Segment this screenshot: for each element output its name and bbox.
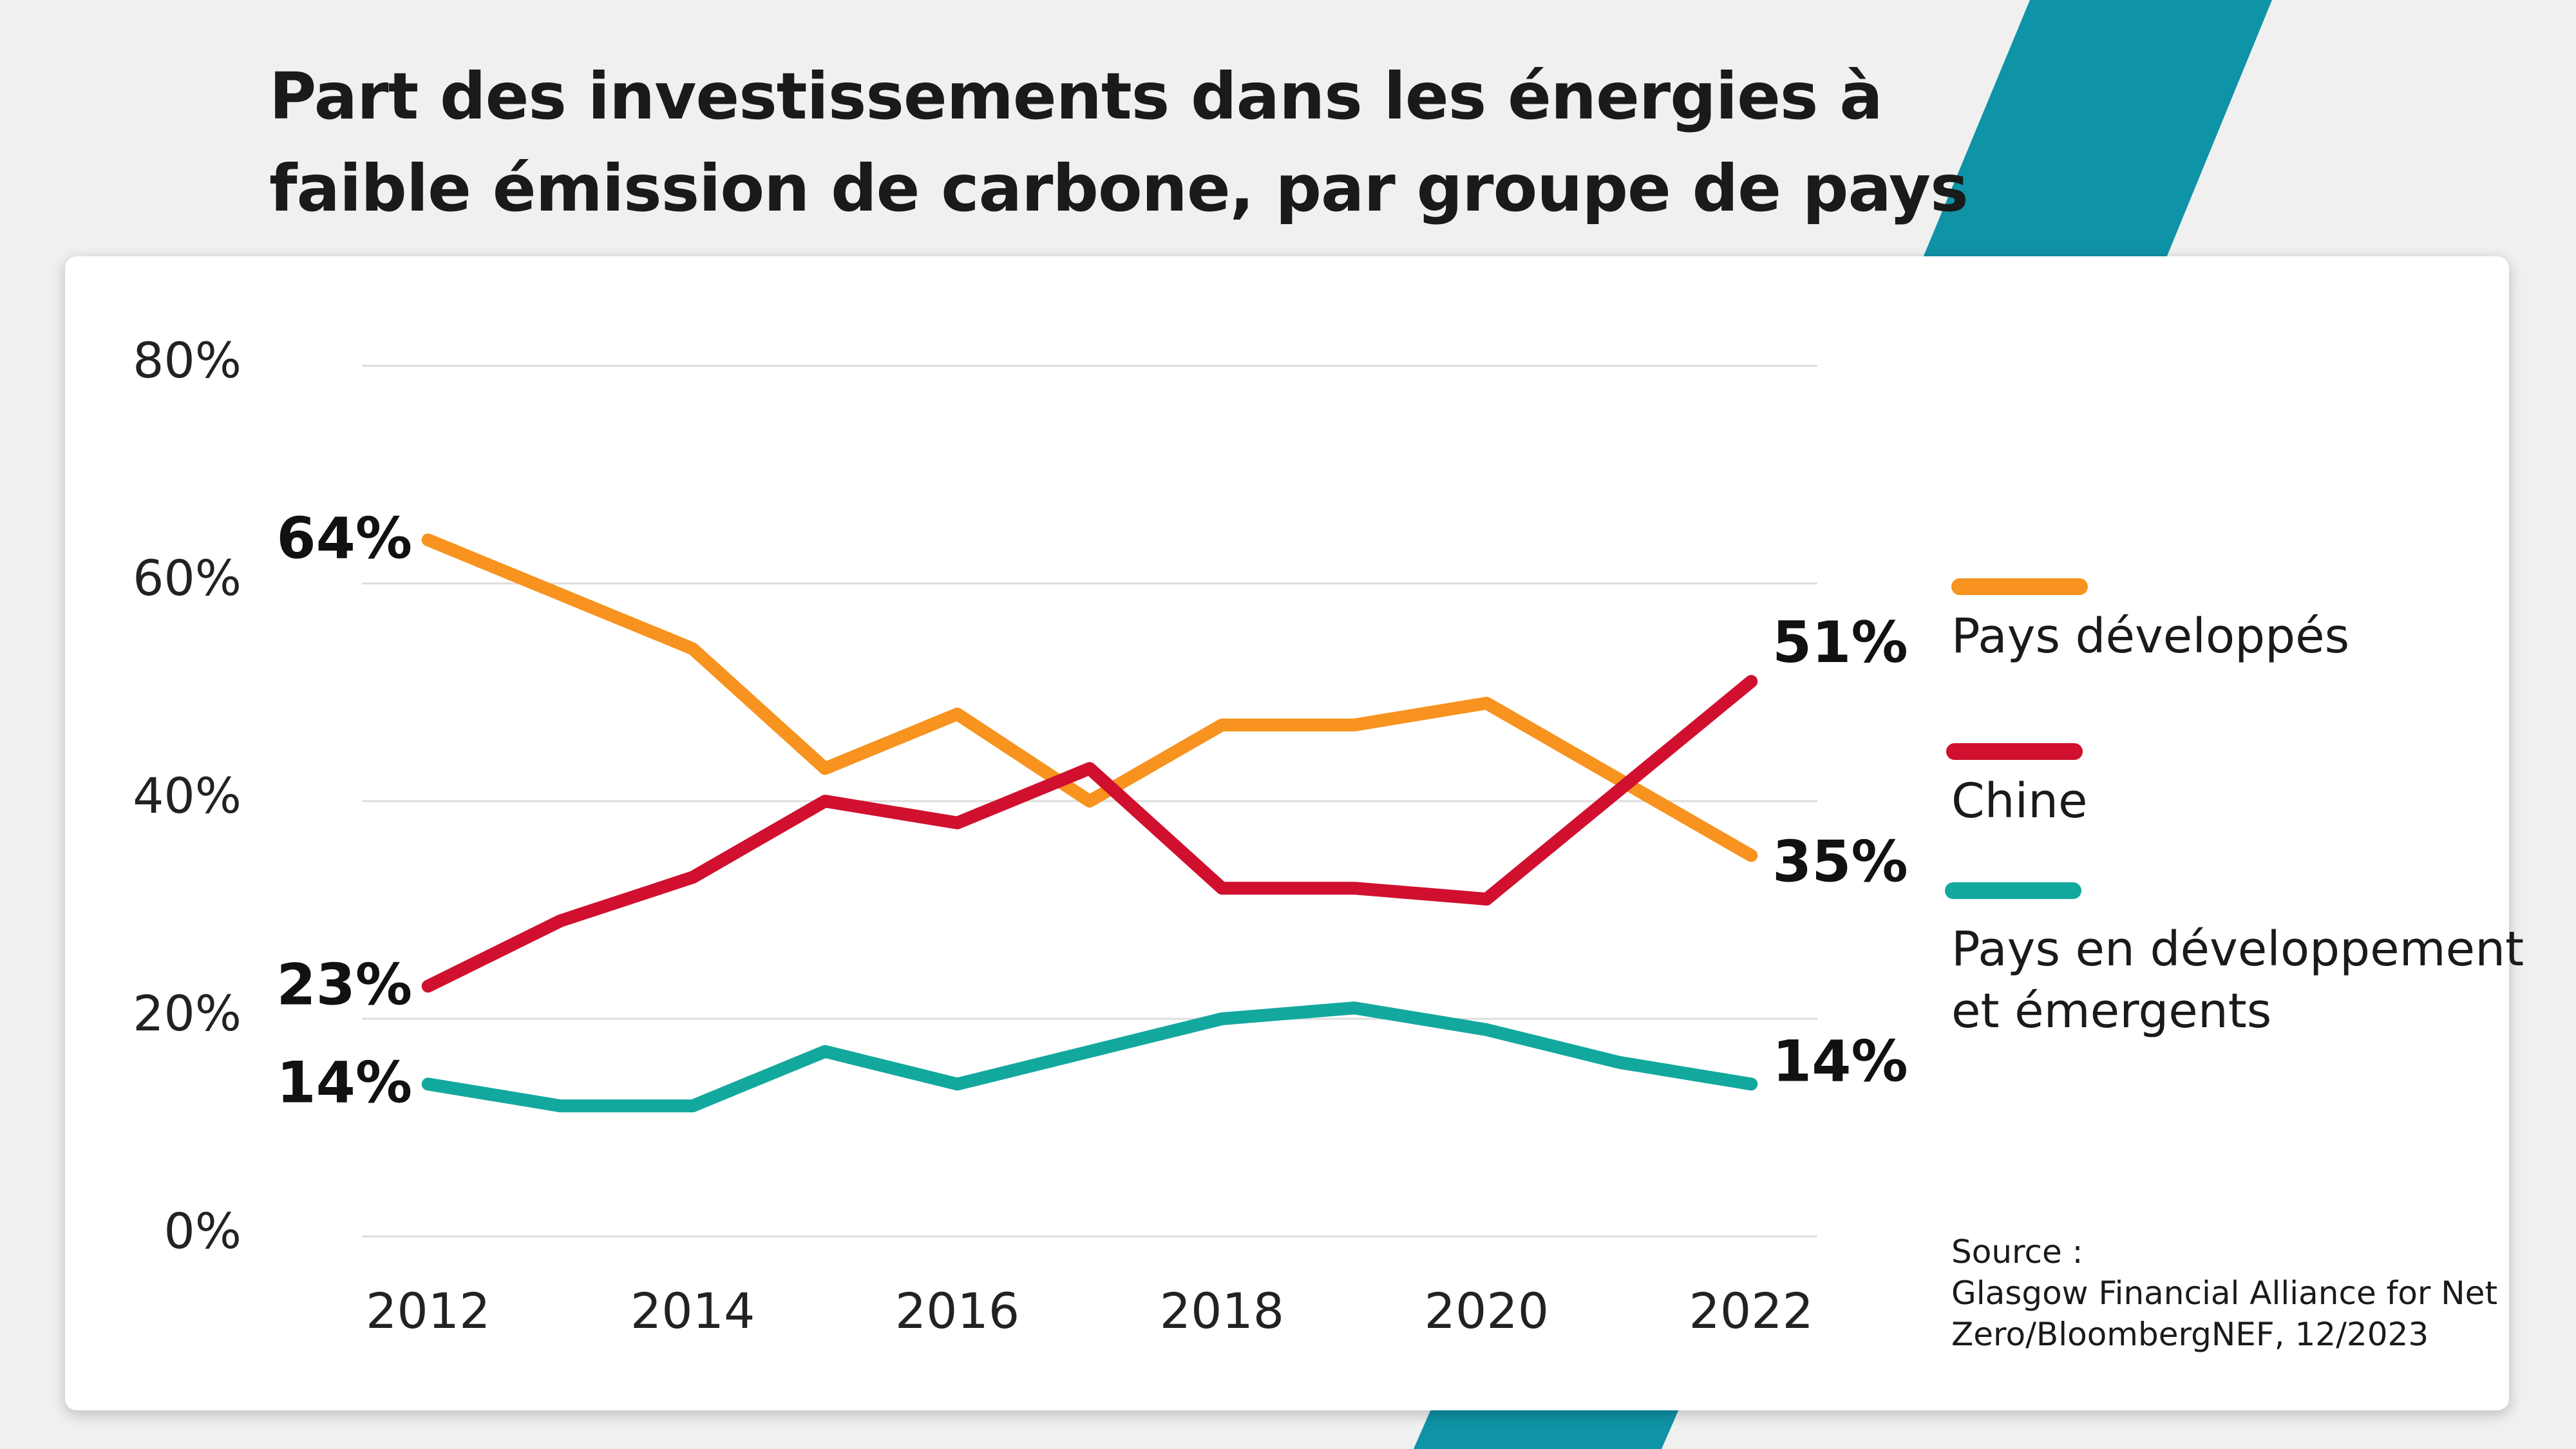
source-line: Zero/BloombergNEF, 12/2023	[1951, 1316, 2429, 1353]
legend-swatch-developed	[1951, 578, 2088, 595]
chart-title: Part des investissements dans les énergi…	[269, 59, 1969, 226]
top-accent-band	[1923, 0, 2272, 258]
x-tick-label: 2022	[1689, 1282, 1814, 1340]
source-line: Glasgow Financial Alliance for Net	[1951, 1274, 2498, 1312]
y-tick-label: 80%	[133, 332, 242, 389]
start-label-developed: 64%	[276, 505, 412, 571]
x-tick-label: 2020	[1425, 1282, 1549, 1340]
chart-card	[65, 256, 2509, 1410]
end-label-emerging: 14%	[1772, 1028, 1908, 1094]
x-tick-label: 2014	[630, 1282, 755, 1340]
legend-swatch-china	[1946, 743, 2083, 760]
series-line-emerging	[421, 1001, 1758, 1113]
y-tick-label: 40%	[133, 767, 242, 824]
series-line-china	[421, 675, 1758, 993]
y-tick-label: 0%	[164, 1202, 242, 1260]
legend-label-emerging: Pays en développement et émergents	[1951, 922, 2524, 1039]
source-note: Source : Glasgow Financial Alliance for …	[1951, 1231, 2505, 1355]
series-line-developed	[421, 533, 1758, 862]
bottom-accent-band	[1414, 1397, 1684, 1449]
end-label-china: 51%	[1772, 609, 1908, 676]
end-label-developed: 35%	[1772, 829, 1908, 895]
start-label-emerging: 14%	[276, 1049, 412, 1115]
legend-swatch-emerging	[1945, 882, 2081, 899]
y-tick-label: 60%	[133, 549, 242, 607]
source-line: Source :	[1951, 1233, 2083, 1271]
x-tick-label: 2012	[366, 1282, 490, 1340]
start-label-china: 23%	[276, 951, 412, 1018]
legend-label-china: Chine	[1951, 773, 2088, 829]
x-tick-label: 2018	[1160, 1282, 1284, 1340]
x-tick-label: 2016	[895, 1282, 1019, 1340]
y-tick-label: 20%	[133, 985, 242, 1042]
legend-label-developed: Pays développés	[1951, 609, 2350, 664]
